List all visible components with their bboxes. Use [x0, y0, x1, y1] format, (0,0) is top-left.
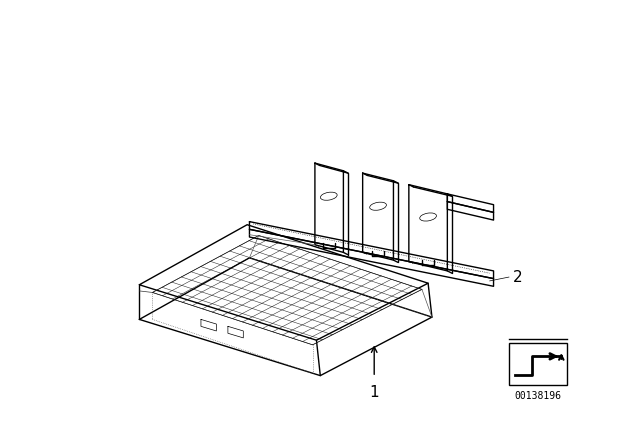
Bar [509, 343, 566, 385]
Text: 2: 2 [513, 270, 522, 284]
Text: 00138196: 00138196 [515, 391, 561, 401]
Text: 1: 1 [369, 385, 379, 400]
